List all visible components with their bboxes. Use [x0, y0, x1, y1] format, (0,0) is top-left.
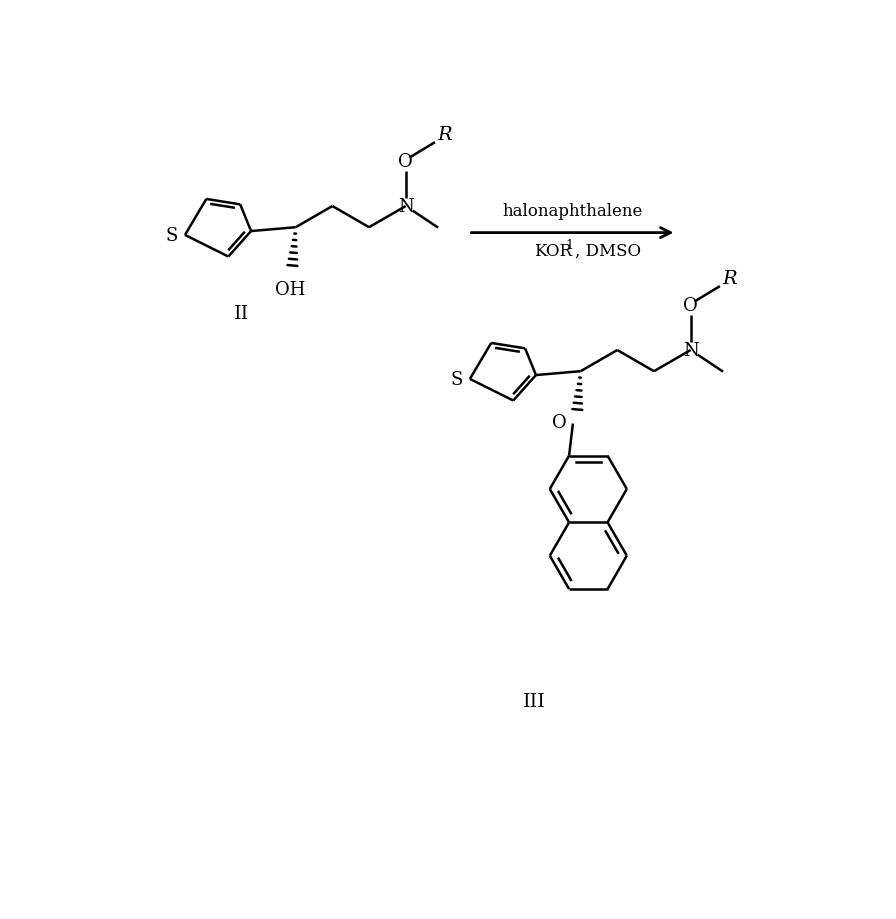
Text: S: S [451, 370, 463, 389]
Text: OH: OH [275, 280, 306, 299]
Text: N: N [399, 198, 414, 216]
Text: R: R [722, 270, 737, 288]
Text: 1: 1 [565, 239, 573, 252]
Text: III: III [522, 692, 546, 710]
Text: O: O [553, 414, 567, 432]
Text: S: S [166, 227, 178, 244]
Text: R: R [438, 126, 452, 144]
Text: O: O [399, 153, 413, 171]
Text: , DMSO: , DMSO [575, 243, 642, 259]
Text: O: O [684, 297, 698, 315]
Text: II: II [234, 305, 249, 323]
Text: KOR: KOR [534, 243, 572, 259]
Text: halonaphthalene: halonaphthalene [502, 202, 642, 220]
Text: N: N [684, 342, 699, 359]
